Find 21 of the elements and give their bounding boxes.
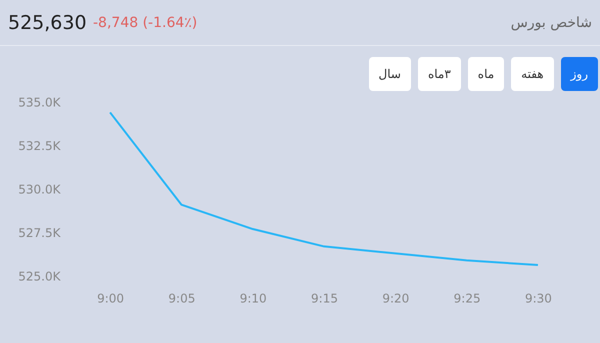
line-series xyxy=(109,111,539,266)
x-tick-label: 9:30 xyxy=(524,292,552,306)
text: ماه xyxy=(468,57,504,91)
x-tick-label: 9:20 xyxy=(382,292,410,306)
y-tick-label: 532.5K xyxy=(18,139,62,153)
text: -8,748 (-1.64٪) xyxy=(93,15,198,31)
y-tick-label: 525.0K xyxy=(18,270,62,284)
y-tick-label: 535.0K xyxy=(18,96,62,110)
text: ۳ماه xyxy=(418,57,461,91)
text: روز xyxy=(560,57,598,91)
x-tick-label: 9:15 xyxy=(311,292,338,306)
x-tick-label: 9:05 xyxy=(168,292,196,306)
y-tick-label: 530.0K xyxy=(18,182,62,196)
chart-title: شاخص بورس xyxy=(510,15,592,31)
x-tick-label: 9:25 xyxy=(454,292,481,306)
y-tick-label: 527.5K xyxy=(18,226,62,240)
x-tick-label: 9:10 xyxy=(240,292,267,306)
text: هفته xyxy=(511,57,554,91)
x-tick-label: 9:00 xyxy=(97,292,124,306)
text: سال xyxy=(368,57,411,91)
chart-subtitle: 525,630 xyxy=(8,12,87,34)
